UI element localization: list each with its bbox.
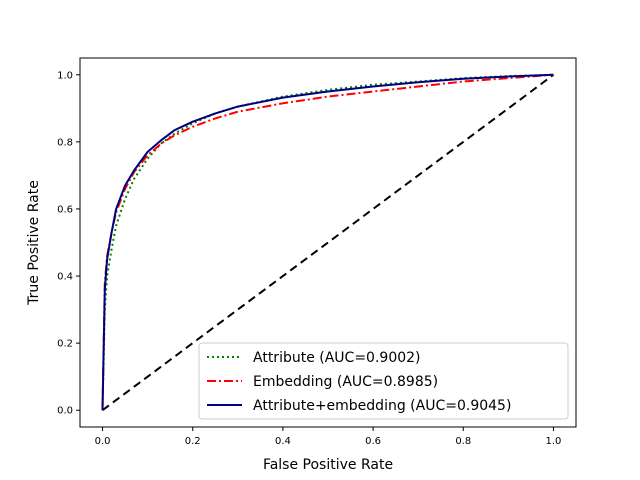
x-tick-label: 0.2 (185, 436, 201, 447)
series-line-3 (101, 73, 554, 411)
x-axis-label: False Positive Rate (263, 457, 393, 473)
x-tick-label: 0.0 (95, 436, 111, 447)
y-axis-label: True Positive Rate (26, 180, 42, 306)
y-tick-label: 0.0 (57, 406, 73, 417)
plot-frame (79, 57, 577, 428)
y-tick-label: 0.8 (57, 137, 73, 148)
x-tick-label: 0.4 (275, 436, 291, 447)
x-tick-label: 0.8 (455, 436, 471, 447)
legend-label-1: Attribute (AUC=0.9002) (253, 350, 421, 366)
legend: Attribute (AUC=0.9002) Embedding (AUC=0.8… (198, 342, 569, 420)
y-axis-ticks: 0.0 0.2 0.4 0.6 0.8 1.0 (57, 70, 80, 417)
legend-label-3: Attribute+embedding (AUC=0.9045) (253, 398, 511, 414)
series-layer (101, 73, 554, 411)
x-axis-ticks: 0.0 0.2 0.4 0.6 0.8 1.0 (95, 427, 562, 447)
x-tick-label: 0.6 (365, 436, 381, 447)
y-tick-label: 0.6 (57, 204, 73, 215)
legend-box (198, 342, 569, 420)
y-tick-label: 0.2 (57, 339, 73, 350)
legend-items: Attribute (AUC=0.9002) Embedding (AUC=0.8… (207, 350, 511, 414)
reference-line-layer (101, 73, 555, 412)
y-tick-label: 0.4 (57, 272, 73, 283)
series-line-2 (101, 73, 554, 411)
legend-label-2: Embedding (AUC=0.8985) (253, 374, 438, 390)
reference-diagonal-line (101, 73, 555, 412)
y-tick-label: 1.0 (57, 70, 73, 81)
x-tick-label: 1.0 (546, 436, 562, 447)
